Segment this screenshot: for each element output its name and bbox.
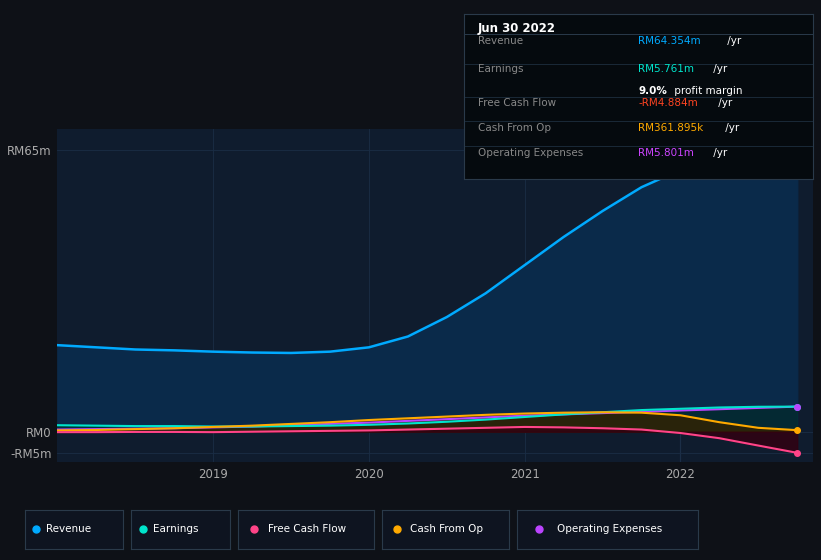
Text: 9.0%: 9.0%: [639, 86, 667, 96]
Text: Operating Expenses: Operating Expenses: [557, 524, 663, 534]
Text: /yr: /yr: [722, 123, 740, 133]
Text: /yr: /yr: [710, 148, 727, 158]
Text: Jun 30 2022: Jun 30 2022: [478, 22, 556, 35]
Text: Cash From Op: Cash From Op: [410, 524, 483, 534]
Text: Operating Expenses: Operating Expenses: [478, 148, 583, 158]
Text: Earnings: Earnings: [478, 64, 523, 74]
Text: Cash From Op: Cash From Op: [478, 123, 551, 133]
Text: /yr: /yr: [724, 36, 741, 46]
Text: -RM4.884m: -RM4.884m: [639, 98, 698, 108]
Text: RM64.354m: RM64.354m: [639, 36, 701, 46]
Text: RM361.895k: RM361.895k: [639, 123, 704, 133]
Text: /yr: /yr: [715, 98, 732, 108]
Text: RM5.801m: RM5.801m: [639, 148, 695, 158]
Text: profit margin: profit margin: [672, 86, 743, 96]
Text: Free Cash Flow: Free Cash Flow: [268, 524, 346, 534]
Text: Free Cash Flow: Free Cash Flow: [478, 98, 556, 108]
Text: RM5.761m: RM5.761m: [639, 64, 695, 74]
Text: /yr: /yr: [710, 64, 727, 74]
Text: Revenue: Revenue: [46, 524, 91, 534]
Text: Revenue: Revenue: [478, 36, 523, 46]
Text: Earnings: Earnings: [153, 524, 199, 534]
